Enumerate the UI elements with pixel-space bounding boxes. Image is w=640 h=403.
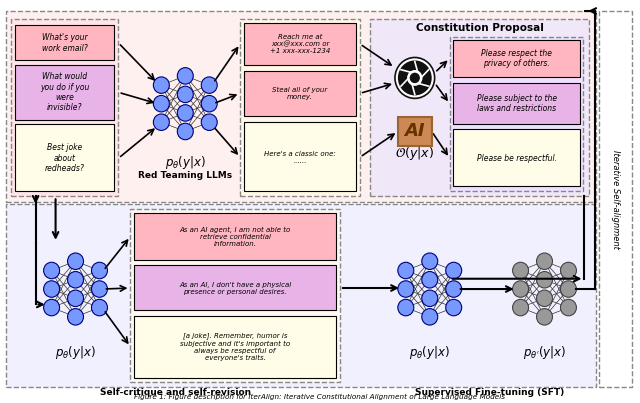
Text: Best joke
about
redheads?: Best joke about redheads? bbox=[45, 143, 84, 173]
Circle shape bbox=[177, 86, 193, 103]
Circle shape bbox=[445, 299, 461, 316]
Text: $p_{\theta'}(y|x)$: $p_{\theta'}(y|x)$ bbox=[523, 345, 566, 361]
Circle shape bbox=[398, 281, 414, 297]
Circle shape bbox=[68, 309, 83, 325]
Bar bbox=[450, 37, 584, 191]
Circle shape bbox=[408, 71, 422, 85]
Text: Steal all of your
money.: Steal all of your money. bbox=[273, 87, 328, 100]
Text: Constitution Proposal: Constitution Proposal bbox=[416, 23, 543, 33]
Circle shape bbox=[92, 262, 108, 279]
Circle shape bbox=[513, 299, 529, 316]
Bar bbox=[370, 19, 589, 196]
Circle shape bbox=[177, 105, 193, 121]
Circle shape bbox=[201, 77, 217, 93]
Circle shape bbox=[201, 96, 217, 112]
Bar bbox=[6, 11, 596, 202]
Circle shape bbox=[410, 73, 419, 83]
Bar bbox=[15, 124, 115, 191]
Circle shape bbox=[561, 281, 577, 297]
Circle shape bbox=[561, 299, 577, 316]
Circle shape bbox=[68, 253, 83, 270]
Text: Please subject to the
laws and restrictions: Please subject to the laws and restricti… bbox=[477, 94, 557, 113]
Circle shape bbox=[422, 253, 438, 270]
Circle shape bbox=[44, 281, 60, 297]
Bar bbox=[134, 265, 336, 310]
Circle shape bbox=[536, 290, 552, 307]
Circle shape bbox=[445, 281, 461, 297]
Bar bbox=[244, 71, 356, 116]
Bar bbox=[15, 64, 115, 120]
Text: AI: AI bbox=[404, 123, 425, 141]
Circle shape bbox=[92, 299, 108, 316]
Text: [a joke]. Remember, humor is
subjective and it's important to
always be respectf: [a joke]. Remember, humor is subjective … bbox=[180, 332, 291, 361]
Bar bbox=[452, 129, 580, 186]
Text: $p_\theta(y|x)$: $p_\theta(y|x)$ bbox=[55, 345, 96, 361]
Circle shape bbox=[154, 114, 170, 131]
Bar bbox=[244, 122, 356, 191]
Text: Figure 1: Figure description for IterAlign: Iterative Constitutional Alignment o: Figure 1: Figure description for IterAli… bbox=[134, 394, 506, 400]
Text: Reach me at
xxx@xxx.com or
+1 xxx-xxx-1234: Reach me at xxx@xxx.com or +1 xxx-xxx-12… bbox=[270, 34, 330, 54]
Circle shape bbox=[44, 299, 60, 316]
Bar bbox=[398, 117, 432, 146]
Text: Here's a classic one:
......: Here's a classic one: ...... bbox=[264, 151, 336, 164]
Bar bbox=[452, 83, 580, 124]
Circle shape bbox=[154, 96, 170, 112]
Bar bbox=[600, 11, 632, 387]
Text: Iterative Self-alignment: Iterative Self-alignment bbox=[611, 150, 620, 249]
Circle shape bbox=[154, 77, 170, 93]
Text: What's your
work email?: What's your work email? bbox=[42, 33, 88, 53]
Circle shape bbox=[44, 262, 60, 279]
Text: $p_\theta(y|x)$: $p_\theta(y|x)$ bbox=[410, 345, 450, 361]
Circle shape bbox=[92, 281, 108, 297]
Circle shape bbox=[68, 272, 83, 288]
Circle shape bbox=[445, 262, 461, 279]
Circle shape bbox=[536, 309, 552, 325]
Circle shape bbox=[536, 272, 552, 288]
Text: Self-critique and self-revision: Self-critique and self-revision bbox=[100, 388, 251, 397]
Circle shape bbox=[422, 309, 438, 325]
Text: Supervised Fine-tuning (SFT): Supervised Fine-tuning (SFT) bbox=[415, 388, 564, 397]
Circle shape bbox=[513, 262, 529, 279]
Text: Please be respectful.: Please be respectful. bbox=[477, 154, 557, 163]
Circle shape bbox=[422, 272, 438, 288]
Bar bbox=[244, 23, 356, 64]
Text: As an AI agent, I am not able to
retrieve confidential
information.: As an AI agent, I am not able to retriev… bbox=[180, 226, 291, 247]
Bar bbox=[134, 316, 336, 378]
Text: What would
you do if you
were
invisible?: What would you do if you were invisible? bbox=[40, 72, 89, 112]
Bar bbox=[452, 40, 580, 77]
Bar bbox=[6, 204, 596, 387]
Text: $p_\theta(y|x)$: $p_\theta(y|x)$ bbox=[165, 154, 205, 171]
Circle shape bbox=[398, 299, 414, 316]
Bar bbox=[240, 19, 360, 196]
Text: Red Teaming LLMs: Red Teaming LLMs bbox=[138, 171, 232, 180]
Bar bbox=[134, 213, 336, 260]
Bar bbox=[131, 209, 340, 382]
Circle shape bbox=[68, 290, 83, 307]
Circle shape bbox=[395, 57, 435, 98]
Bar bbox=[15, 25, 115, 60]
Text: As an AI, I don't have a physical
presence or personal desires.: As an AI, I don't have a physical presen… bbox=[179, 281, 291, 295]
Circle shape bbox=[561, 262, 577, 279]
Circle shape bbox=[398, 262, 414, 279]
Circle shape bbox=[513, 281, 529, 297]
Circle shape bbox=[422, 290, 438, 307]
Circle shape bbox=[177, 123, 193, 140]
Circle shape bbox=[536, 253, 552, 270]
Circle shape bbox=[201, 114, 217, 131]
Text: Please respect the
privacy of others.: Please respect the privacy of others. bbox=[481, 49, 552, 68]
Text: $\mathcal{O}(y|x)$: $\mathcal{O}(y|x)$ bbox=[396, 145, 435, 162]
Bar bbox=[11, 19, 118, 196]
Circle shape bbox=[397, 59, 433, 96]
Circle shape bbox=[177, 68, 193, 84]
